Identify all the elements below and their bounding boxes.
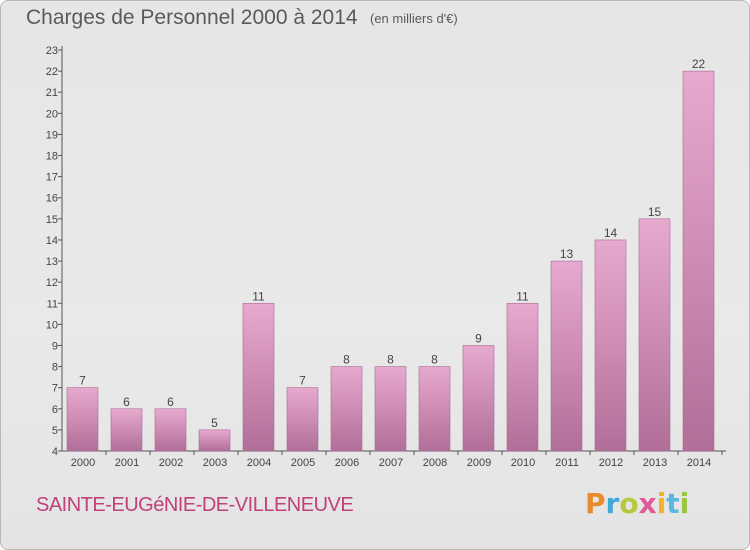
x-tick-label: 2008 [423, 457, 447, 469]
x-tick-label: 2010 [511, 457, 535, 469]
y-tick-label: 21 [46, 87, 58, 99]
y-tick-label: 19 [46, 129, 58, 141]
x-tick-label: 2014 [687, 457, 711, 469]
x-tick-label: 2001 [115, 457, 139, 469]
bar-value-label: 15 [648, 205, 662, 219]
bar [418, 366, 451, 452]
bar-value-label: 22 [692, 57, 706, 71]
chart-axes: 4 5 6 7 8 9 10 11 12 13 14 15 16 17 18 19 20 21 22 23 [46, 45, 726, 458]
chart-subtitle: (en milliers d'€) [370, 11, 458, 26]
bar [110, 408, 143, 452]
bar [242, 302, 275, 452]
y-tick-label: 13 [46, 256, 58, 268]
logo-letter: r [605, 487, 620, 520]
bar [638, 218, 671, 452]
y-tick-label: 23 [46, 45, 58, 57]
bar-value-label: 9 [475, 331, 482, 345]
y-tick-label: 8 [52, 362, 58, 374]
bar [462, 345, 495, 452]
y-tick-label: 9 [52, 340, 58, 352]
y-tick-label: 22 [46, 66, 58, 78]
bar [594, 239, 627, 452]
bar-value-label: 6 [167, 395, 174, 409]
logo-letter: P [585, 487, 606, 520]
bar [330, 366, 363, 452]
x-tick-label: 2011 [555, 457, 579, 469]
bar [286, 387, 319, 452]
y-tick-label: 17 [46, 172, 58, 184]
x-tick-label: 2002 [159, 457, 183, 469]
bar [198, 429, 231, 452]
bar [154, 408, 187, 452]
y-tick-label: 4 [52, 446, 58, 458]
bar [550, 260, 583, 452]
y-tick-label: 18 [46, 151, 58, 163]
x-tick-label: 2006 [335, 457, 359, 469]
bar [66, 387, 99, 452]
y-tick-label: 12 [46, 277, 58, 289]
y-tick-label: 20 [46, 108, 58, 120]
logo-letter: i [656, 487, 667, 520]
bar-value-label: 8 [387, 353, 394, 367]
bar-value-label: 14 [604, 226, 618, 240]
bar-value-label: 13 [560, 247, 574, 261]
x-tick-label: 2003 [203, 457, 227, 469]
proxiti-logo: Proxiti [585, 487, 689, 520]
bar-value-label: 7 [299, 374, 306, 388]
bar [374, 366, 407, 452]
y-tick-label: 16 [46, 193, 58, 205]
x-tick-label: 2004 [247, 457, 271, 469]
x-tick-label: 2009 [467, 457, 491, 469]
x-tick-label: 2013 [643, 457, 667, 469]
bar [682, 70, 715, 452]
bar-value-label: 5 [211, 416, 218, 430]
logo-letter: x [638, 487, 657, 520]
y-tick-label: 15 [46, 214, 58, 226]
logo-letter: o [619, 487, 639, 520]
x-tick-label: 2007 [379, 457, 403, 469]
bar-value-label: 11 [252, 289, 265, 303]
y-tick-label: 7 [52, 383, 58, 395]
y-tick-label: 5 [52, 425, 58, 437]
bar-value-label: 11 [516, 289, 529, 303]
x-tick-label: 2005 [291, 457, 315, 469]
bar-value-label: 8 [431, 353, 438, 367]
y-tick-label: 14 [46, 235, 58, 247]
logo-letter: t [666, 487, 680, 520]
commune-name: SAINTE-EUGéNIE-DE-VILLENEUVE [36, 494, 354, 516]
bar-value-label: 8 [343, 353, 350, 367]
y-tick-label: 11 [47, 298, 58, 310]
chart-title: Charges de Personnel 2000 à 2014 [26, 6, 358, 29]
bar-value-label: 7 [79, 374, 86, 388]
bar [506, 302, 539, 452]
bar-value-label: 6 [123, 395, 130, 409]
chart-bars [66, 70, 715, 452]
x-tick-label: 2000 [71, 457, 95, 469]
x-tick-label: 2012 [599, 457, 623, 469]
chart-labels: 7 2000 6 2001 6 2002 5 2003 11 2004 7 2005 8 2006 8 200… [71, 57, 711, 469]
logo-letter: i [679, 487, 690, 520]
y-tick-label: 6 [52, 404, 58, 416]
y-tick-label: 10 [46, 319, 58, 331]
